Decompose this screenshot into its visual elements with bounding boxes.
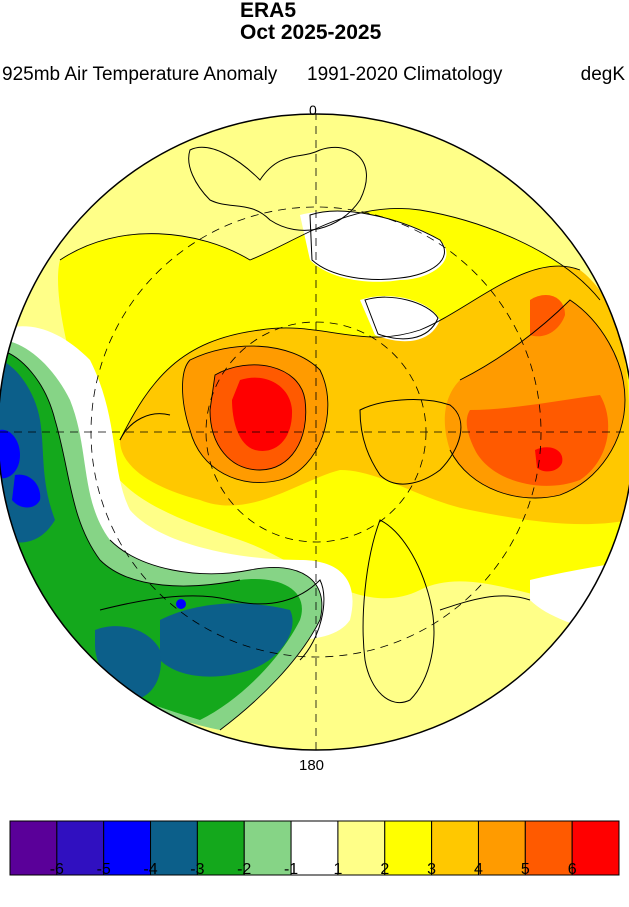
colorbar-tick-label: -6 <box>49 861 64 878</box>
colorbar-tick-label: -5 <box>96 861 111 878</box>
colorbar-swatch <box>196 820 245 876</box>
colorbar-swatch <box>337 820 386 876</box>
colorbar-tick-label: -3 <box>190 861 205 878</box>
anomaly-neg4-5-atlantic <box>0 429 20 479</box>
anomaly-5-6-siberia <box>466 395 609 486</box>
colorbar-swatch <box>150 820 198 876</box>
map-boundary <box>0 113 629 751</box>
coastlines <box>99 146 531 704</box>
colorbar-tick-label: 5 <box>520 861 530 878</box>
lon-label-bottom: 180 <box>299 757 325 774</box>
anomaly-neg4-5-atlantic2 <box>12 474 41 508</box>
colorbar-tick-label: -2 <box>237 861 252 878</box>
colorbar-tick-label: 3 <box>427 861 437 878</box>
colorbar-swatch <box>431 820 479 876</box>
colorbar-swatch <box>477 820 526 876</box>
colorbar-tick-label: 4 <box>474 861 483 878</box>
subtitle-climatology: 1991-2020 Climatology <box>307 64 503 85</box>
colorbar-swatch <box>103 820 152 876</box>
anomaly-5-6-northsib <box>530 295 565 337</box>
contour-lines <box>0 208 626 731</box>
colorbar-swatch <box>56 820 105 876</box>
anomaly-6-siberia <box>535 447 563 472</box>
anomaly-6-arctic <box>232 377 293 451</box>
lon-label-top: 0 <box>309 102 317 118</box>
colorbar-swatch <box>384 820 433 876</box>
colorbar-swatch <box>243 820 292 876</box>
neutral-region-svalbard <box>300 211 447 282</box>
map-field <box>0 114 629 750</box>
colorbar-swatch <box>524 820 573 876</box>
colorbar-tick-label: 2 <box>380 861 390 878</box>
anomaly-neg4-5-pacific <box>176 599 186 609</box>
colorbar-tick-label: 6 <box>567 861 577 878</box>
units-label: degK <box>580 64 625 85</box>
title-period: Oct 2025-2025 <box>240 21 382 44</box>
graticule <box>0 114 629 750</box>
colorbar-swatch <box>571 820 620 876</box>
colorbar-swatch <box>290 820 339 876</box>
subtitle-variable: 925mb Air Temperature Anomaly <box>2 64 278 85</box>
colorbar-tick-label: -1 <box>283 861 299 878</box>
colorbar-tick-label: 1 <box>333 861 343 878</box>
anomaly-neg3-4-pacific <box>160 603 293 677</box>
colorbar-tick-label: -4 <box>143 861 158 878</box>
title-dataset: ERA5 <box>240 0 297 22</box>
colorbar-swatch <box>9 820 58 876</box>
